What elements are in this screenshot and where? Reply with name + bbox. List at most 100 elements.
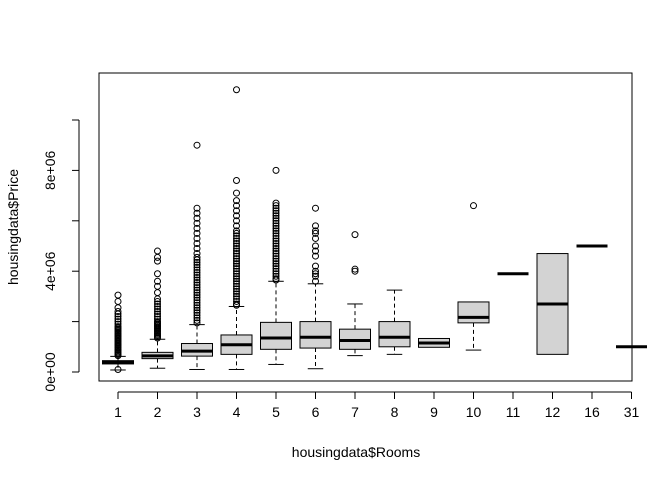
- outlier-point: [193, 299, 201, 307]
- iqr-box: [260, 321, 292, 350]
- outlier-point: [233, 229, 240, 237]
- outlier-point: [154, 253, 161, 261]
- outlier-point: [272, 265, 280, 273]
- outlier-point: [233, 260, 240, 268]
- outlier-point: [272, 166, 280, 174]
- outlier-point: [272, 270, 280, 278]
- outlier-point: [193, 224, 201, 232]
- outlier-point: [193, 204, 201, 212]
- outlier-point: [154, 270, 161, 278]
- plot-frame: [98, 72, 633, 382]
- outlier-point: [154, 300, 161, 308]
- box-7: [339, 231, 371, 357]
- x-tick-label: 8: [391, 404, 399, 420]
- box-6: [299, 204, 332, 370]
- outlier-point: [114, 323, 122, 331]
- outlier-point: [154, 289, 161, 297]
- outlier-point: [193, 271, 201, 279]
- outlier-point: [272, 255, 280, 263]
- x-tick-label: 12: [545, 404, 561, 420]
- outlier-point: [233, 242, 240, 250]
- outlier-point: [272, 272, 280, 280]
- outlier-point: [233, 282, 240, 290]
- outlier-point: [114, 313, 122, 321]
- x-axis-label: housingdata$Rooms: [292, 444, 420, 460]
- outlier-point: [233, 237, 240, 245]
- outlier-point: [312, 270, 319, 278]
- outlier-point: [193, 311, 201, 319]
- y-tick-label: 8e+06: [42, 151, 58, 191]
- outlier-point: [233, 265, 240, 273]
- outlier-point: [193, 245, 201, 253]
- x-tick-label: 5: [272, 404, 280, 420]
- outlier-point: [233, 227, 240, 235]
- outlier-point: [233, 300, 240, 308]
- outlier-point: [272, 237, 280, 245]
- outlier-point: [312, 227, 319, 235]
- outlier-point: [312, 242, 319, 250]
- outlier-point: [272, 204, 280, 212]
- outlier-point: [272, 260, 280, 268]
- outlier-point: [193, 306, 201, 314]
- outlier-point: [114, 315, 122, 323]
- outlier-point: [272, 250, 280, 258]
- outlier-point: [233, 222, 240, 230]
- outlier-point: [193, 250, 201, 258]
- outlier-point: [193, 319, 201, 327]
- y-tick-label: 0e+00: [42, 352, 58, 392]
- x-tick-label: 11: [506, 404, 521, 420]
- outlier-point: [272, 275, 280, 283]
- y-axis-label: housingdata$Price: [5, 169, 21, 285]
- outlier-point: [233, 295, 240, 303]
- outlier-point: [272, 234, 280, 242]
- outlier-point: [193, 304, 201, 312]
- outlier-point: [272, 257, 280, 265]
- y-axis: 0e+00 4e+06 8e+06: [42, 119, 80, 392]
- outlier-point: [233, 255, 240, 263]
- outlier-point: [312, 204, 319, 212]
- outlier-point: [272, 217, 280, 225]
- outlier-point: [154, 302, 161, 310]
- outlier-point: [154, 313, 161, 321]
- outlier-point: [233, 234, 240, 242]
- outlier-point: [272, 267, 280, 275]
- outlier-point: [154, 247, 161, 255]
- outlier-point: [272, 252, 280, 260]
- outlier-point: [233, 176, 240, 184]
- outlier-point: [193, 289, 201, 297]
- outlier-point: [233, 267, 240, 275]
- x-tick-label: 31: [624, 404, 640, 420]
- outlier-point: [351, 231, 359, 239]
- outlier-point: [193, 253, 201, 261]
- outlier-point: [272, 227, 280, 235]
- outlier-point: [193, 281, 201, 289]
- outlier-point: [272, 229, 280, 237]
- outlier-point: [272, 239, 280, 247]
- outlier-point: [193, 258, 201, 266]
- outlier-point: [193, 219, 201, 227]
- outlier-point: [114, 320, 122, 328]
- x-tick-label: 3: [193, 404, 201, 420]
- iqr-box: [299, 321, 332, 349]
- outlier-point: [193, 263, 201, 271]
- x-tick-label: 7: [351, 404, 359, 420]
- outlier-point: [193, 316, 201, 324]
- outlier-point: [154, 308, 161, 316]
- boxes-layer: [102, 86, 647, 373]
- outlier-point: [272, 214, 280, 222]
- outlier-point: [272, 212, 280, 220]
- box-5: [260, 166, 292, 365]
- box-12: [536, 253, 569, 355]
- outlier-point: [193, 286, 201, 294]
- outlier-point: [154, 310, 161, 318]
- outlier-point: [470, 202, 477, 210]
- outlier-point: [114, 304, 122, 312]
- outlier-point: [312, 252, 319, 260]
- outlier-point: [351, 267, 359, 275]
- outlier-point: [233, 287, 240, 295]
- outlier-point: [233, 217, 240, 225]
- outlier-point: [233, 189, 240, 197]
- outlier-point: [312, 222, 319, 230]
- outlier-point: [193, 296, 201, 304]
